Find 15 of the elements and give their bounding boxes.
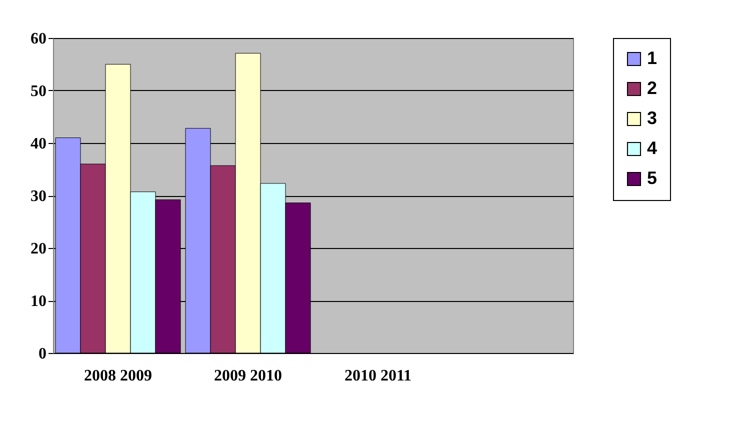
legend-label: 5 — [647, 168, 658, 188]
y-tick-label: 50 — [30, 83, 46, 100]
y-tick-label: 0 — [38, 346, 46, 362]
y-tick-label: 10 — [30, 293, 46, 310]
y-tick-label: 60 — [30, 30, 46, 48]
legend-label: 1 — [647, 48, 658, 68]
legend-label: 2 — [647, 78, 658, 98]
legend-label: 4 — [647, 138, 658, 158]
x-tick-label: 2009 2010 — [214, 368, 282, 384]
y-tick-label: 20 — [30, 240, 46, 258]
y-tick-label: 30 — [30, 188, 46, 205]
x-tick-label: 2010 2011 — [344, 368, 412, 384]
y-tick-label: 40 — [30, 136, 46, 152]
x-tick-label: 2008 2009 — [84, 368, 152, 384]
legend-label: 3 — [647, 108, 658, 128]
